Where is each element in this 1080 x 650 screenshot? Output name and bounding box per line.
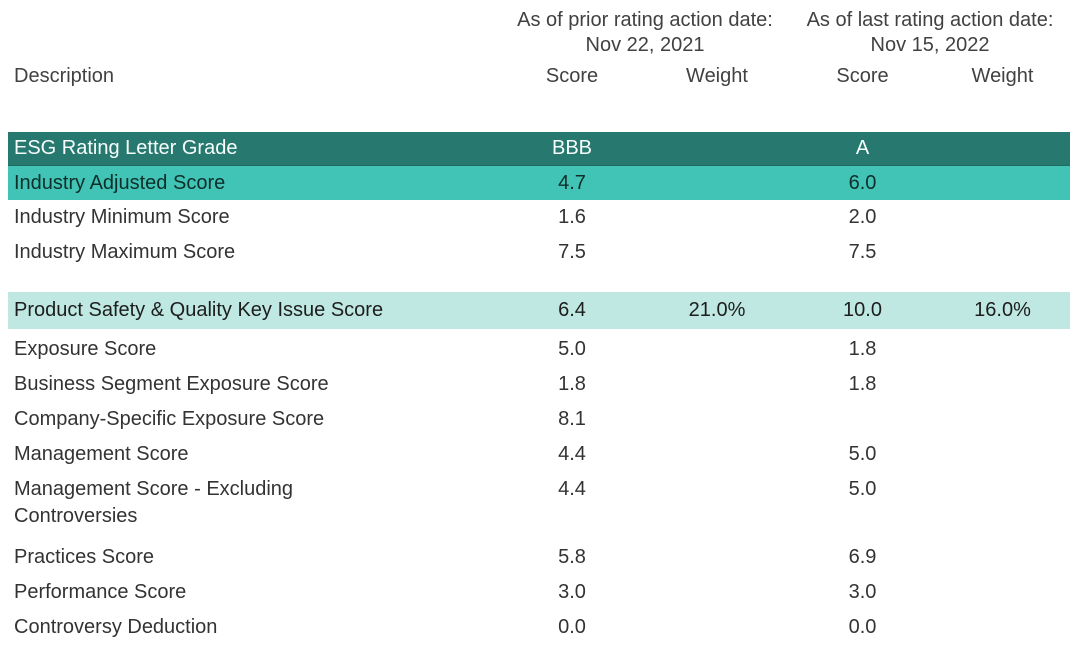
row-label: ESG Rating Letter Grade	[14, 137, 238, 159]
row-label: Exposure Score	[14, 338, 157, 360]
table-row-industry-minimum-score: Industry Minimum Score 1.6 2.0	[8, 200, 1070, 235]
row-label: Management Score	[14, 443, 189, 465]
table-row-performance-score: Performance Score 3.0 3.0	[8, 575, 1070, 610]
prior-rating-date: Nov 22, 2021	[585, 34, 705, 56]
prior-score-value: 1.8	[558, 373, 586, 395]
prior-score-value: 4.4	[558, 478, 586, 500]
prior-weight-column-header: Weight	[686, 64, 748, 87]
last-score-column-header: Score	[836, 64, 889, 87]
table-row-esg-rating-letter-grade: ESG Rating Letter Grade BBB A	[8, 132, 1070, 166]
row-label: Industry Adjusted Score	[14, 171, 226, 194]
prior-score-value: 5.0	[558, 338, 586, 360]
prior-score-value: 0.0	[558, 616, 586, 638]
row-label: Business Segment Exposure Score	[14, 373, 329, 395]
prior-score-value: 4.7	[558, 171, 586, 194]
last-weight-column-header: Weight	[971, 64, 1034, 87]
row-label: Controversy Deduction	[14, 616, 218, 638]
description-column-header: Description	[14, 64, 115, 87]
table-row-industry-adjusted-score: Industry Adjusted Score 4.7 6.0	[8, 166, 1070, 200]
prior-score-value: 1.6	[558, 206, 586, 228]
table-row-management-score: Management Score 4.4 5.0	[8, 437, 1070, 472]
prior-score-value: 5.8	[558, 546, 586, 568]
last-rating-date: Nov 15, 2022	[870, 34, 990, 56]
last-score-value: 0.0	[848, 616, 877, 638]
table-row-industry-maximum-score: Industry Maximum Score 7.5 7.5	[8, 235, 1070, 270]
prior-weight-value: 21.0%	[688, 299, 746, 321]
prior-score-column-header: Score	[545, 64, 599, 87]
row-label: Product Safety & Quality Key Issue Score	[14, 299, 384, 321]
last-score-value: A	[855, 137, 870, 159]
row-label: Practices Score	[14, 546, 155, 568]
prior-score-value: BBB	[551, 137, 593, 159]
last-rating-title: As of last rating action date:	[806, 9, 1054, 31]
group-header-spacer	[8, 8, 500, 58]
last-score-value: 7.5	[848, 241, 877, 263]
last-score-value: 1.8	[848, 338, 877, 360]
prior-score-value: 6.4	[558, 299, 586, 321]
prior-rating-title: As of prior rating action date:	[517, 9, 773, 31]
last-score-value: 5.0	[848, 478, 877, 500]
table-column-header: Description Score Weight Score Weight	[8, 61, 1070, 91]
header-spacer	[8, 91, 1070, 132]
table-row-management-score-excluding-controversies: Management Score - Excluding Controversi…	[8, 472, 1070, 540]
table-row-exposure-score: Exposure Score 5.0 1.8	[8, 332, 1070, 367]
last-score-value: 2.0	[848, 206, 877, 228]
prior-score-value: 8.1	[558, 408, 586, 430]
row-label: Industry Maximum Score	[14, 241, 236, 263]
last-score-value: 6.9	[848, 546, 877, 568]
last-score-value: 1.8	[848, 373, 877, 395]
last-score-value: 6.0	[848, 171, 877, 194]
last-score-value: 5.0	[848, 443, 877, 465]
table-row-company-specific-exposure-score: Company-Specific Exposure Score 8.1	[8, 402, 1070, 437]
last-rating-group-header: As of last rating action date: Nov 15, 2…	[790, 8, 1070, 58]
prior-score-value: 3.0	[558, 581, 586, 603]
prior-score-value: 4.4	[558, 443, 586, 465]
prior-rating-group-header: As of prior rating action date: Nov 22, …	[500, 8, 790, 58]
row-label: Management Score - Excluding Controversi…	[14, 478, 294, 527]
row-label: Industry Minimum Score	[14, 206, 230, 228]
table-row-business-segment-exposure-score: Business Segment Exposure Score 1.8 1.8	[8, 367, 1070, 402]
row-label: Company-Specific Exposure Score	[14, 408, 325, 430]
row-label: Performance Score	[14, 581, 187, 603]
prior-score-value: 7.5	[558, 241, 586, 263]
table-group-header: As of prior rating action date: Nov 22, …	[8, 8, 1070, 58]
table-row-practices-score: Practices Score 5.8 6.9	[8, 540, 1070, 575]
table-row-controversy-deduction: Controversy Deduction 0.0 0.0	[8, 610, 1070, 645]
table-row-product-safety-quality-key-issue-score: Product Safety & Quality Key Issue Score…	[8, 292, 1070, 329]
last-weight-value: 16.0%	[974, 299, 1031, 321]
last-score-value: 3.0	[848, 581, 877, 603]
last-score-value: 10.0	[843, 299, 882, 321]
